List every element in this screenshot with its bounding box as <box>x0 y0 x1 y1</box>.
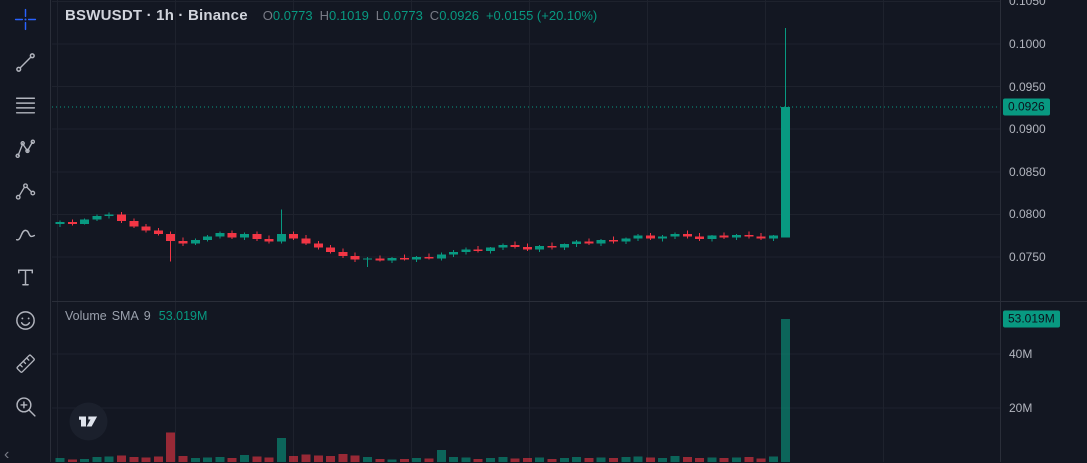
volume-indicator-legend[interactable]: Volume SMA 9 53.019M <box>65 309 207 323</box>
emoji-icon <box>15 310 35 330</box>
crosshair-icon <box>14 8 36 30</box>
measure-tool-button[interactable] <box>10 349 40 377</box>
price-axis-label: 0.0800 <box>1009 207 1046 222</box>
text-tool-icon <box>17 268 33 286</box>
fib-retracement-tool-button[interactable] <box>10 91 40 119</box>
ohlc-close-value: 0.0926 <box>439 8 479 23</box>
ohlc-low-label: L <box>375 8 384 23</box>
price-axis-label: 0.1050 <box>1009 0 1046 9</box>
tradingview-logo-icon <box>69 402 108 441</box>
fib-retracement-icon <box>15 96 35 114</box>
price-axis-label: 0.1000 <box>1009 37 1046 51</box>
forecast-tool-button[interactable] <box>10 177 40 205</box>
ohlc-high-label: H <box>319 8 330 23</box>
trend-line-icon <box>15 52 35 72</box>
price-axis-label: 0.0750 <box>1009 250 1046 264</box>
price-axis-label: 0.0950 <box>1009 79 1046 94</box>
volume-value-badge: 53.019M <box>1003 310 1060 328</box>
ohlc-open-label: O <box>262 8 273 23</box>
ohlc-open-value: 0.0773 <box>272 8 313 23</box>
ohlc-low-value: 0.0773 <box>383 8 423 23</box>
zoom-in-icon <box>15 396 36 417</box>
forecast-icon <box>15 182 35 200</box>
ohlc-values: O 0.0773 H 0.1019 L 0.0773 C 0.0926 +0.0155 … <box>263 8 598 23</box>
price-axis-label: 0.0900 <box>1009 122 1046 137</box>
volume-axis-label: 40M <box>1009 347 1033 361</box>
crosshair-tool-button[interactable] <box>10 5 40 33</box>
volume-sma-label: SMA <box>111 309 139 323</box>
trend-line-tool-button[interactable] <box>10 48 40 76</box>
pane-divider[interactable] <box>52 301 1087 302</box>
volume-indicator-label: Volume <box>65 309 107 323</box>
volume-axis-label: 20M <box>1009 401 1033 415</box>
text-tool-button[interactable] <box>10 263 40 291</box>
chart-legend: BSWUSDT · 1h · Binance O 0.0773 H 0.1019 L… <box>65 7 597 24</box>
zoom-in-tool-button[interactable] <box>10 392 40 420</box>
ohlc-close-label: C <box>429 8 440 23</box>
price-axis-label: 0.0850 <box>1009 164 1046 179</box>
xabcd-pattern-icon <box>14 138 35 158</box>
ohlc-high-value: 0.1019 <box>329 8 369 23</box>
toolbar-collapse-arrow[interactable]: ‹ <box>4 446 10 463</box>
brush-icon <box>15 229 35 240</box>
candlestick-chart[interactable] <box>52 0 1000 462</box>
tradingview-logo[interactable] <box>69 402 108 441</box>
chart-area[interactable]: BSWUSDT · 1h · Binance O 0.0773 H 0.1019 L… <box>52 0 1000 462</box>
price-axis[interactable]: 0.0926 53.019M 0.1050 0.1000 0.0950 0.0900 0… <box>1000 0 1087 462</box>
brush-tool-button[interactable] <box>10 220 40 248</box>
symbol-title[interactable]: BSWUSDT · 1h · Binance <box>65 7 248 24</box>
volume-sma-period: 9 <box>143 309 151 323</box>
drawing-toolbar <box>0 0 51 462</box>
emoji-tool-button[interactable] <box>10 306 40 334</box>
xabcd-pattern-tool-button[interactable] <box>10 134 40 162</box>
measure-ruler-icon <box>16 354 35 373</box>
price-change-value: +0.0155 (+20.10%) <box>485 8 598 23</box>
last-price-badge: 0.0926 <box>1003 98 1050 116</box>
volume-current-value: 53.019M <box>158 309 208 323</box>
